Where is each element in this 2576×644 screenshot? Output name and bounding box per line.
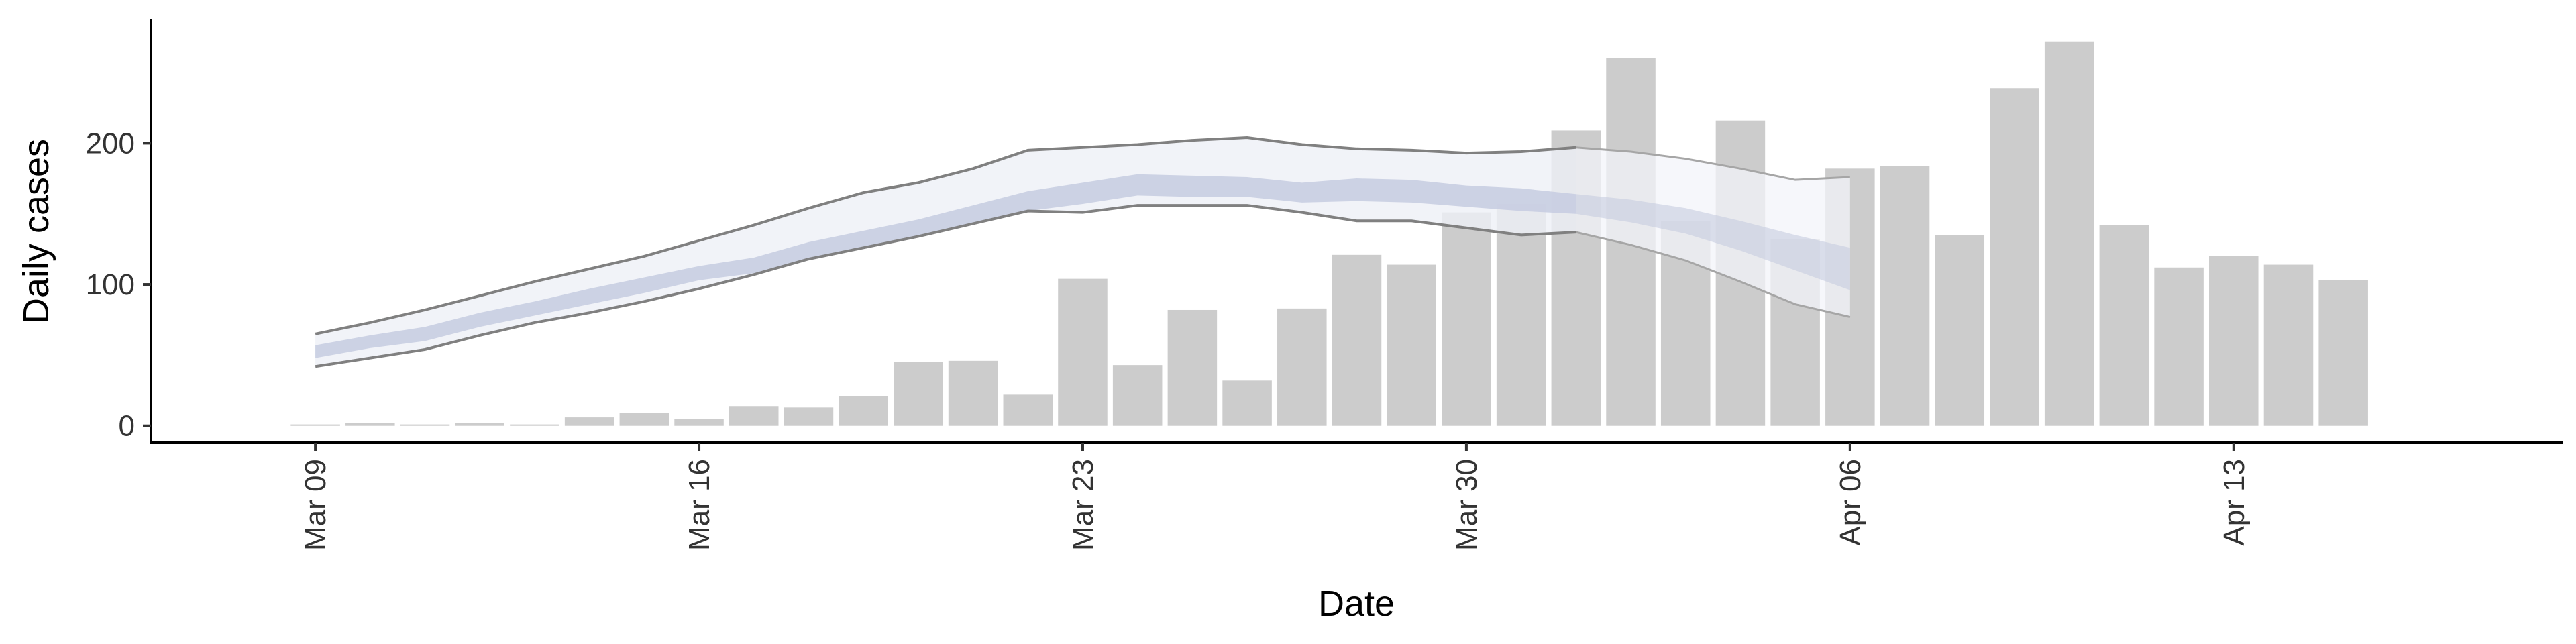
case-bar	[2099, 225, 2149, 426]
case-bar	[1387, 264, 1436, 426]
case-bar	[1935, 235, 1985, 426]
projection-lower-line	[1575, 231, 1851, 318]
x-tick-label: Mar 23	[1067, 459, 1099, 551]
y-tick-label: 200	[86, 127, 135, 160]
estimate-outer-band	[315, 137, 1576, 367]
case-bar	[894, 362, 943, 426]
case-bar	[400, 424, 450, 426]
case-bar	[619, 413, 669, 426]
x-axis-ticks: Mar 09 Mar 16 Mar 23 Mar 30 Apr 06 Apr 13	[299, 443, 2251, 551]
case-bar	[948, 360, 998, 426]
x-tick-label: Apr 13	[2218, 459, 2251, 546]
case-bar	[1058, 278, 1108, 426]
case-bar	[290, 424, 340, 426]
case-bar	[1442, 212, 1491, 426]
case-bar	[1496, 203, 1546, 426]
estimate-bands-layer	[315, 136, 1851, 368]
case-bar	[455, 423, 504, 426]
bars-layer	[290, 41, 2368, 426]
case-bar	[1880, 166, 1930, 426]
case-bar	[1990, 88, 2039, 426]
x-tick-label: Mar 30	[1450, 459, 1483, 551]
x-tick-label: Apr 06	[1834, 459, 1867, 546]
case-bar	[2154, 267, 2204, 426]
case-bar	[2263, 264, 2314, 426]
y-axis-title: Daily cases	[16, 139, 56, 324]
case-bar	[674, 419, 724, 426]
case-bar	[2044, 41, 2094, 426]
y-tick-label: 0	[119, 410, 135, 443]
case-bar	[510, 424, 559, 426]
case-bar	[345, 423, 395, 426]
x-axis-title: Date	[1318, 584, 1395, 624]
x-tick-label: Mar 09	[299, 459, 332, 551]
case-bar	[839, 396, 888, 426]
y-tick-label: 100	[86, 268, 135, 301]
case-bar	[1112, 365, 1163, 426]
case-bar	[1332, 254, 1382, 426]
x-tick-label: Mar 16	[683, 459, 716, 551]
projection-inner-band	[1576, 194, 1850, 290]
case-bar	[2318, 280, 2368, 426]
case-bar	[564, 417, 614, 426]
case-bar	[1003, 394, 1053, 426]
case-bar	[784, 407, 834, 426]
estimate-upper-line	[315, 136, 1576, 335]
case-bar	[2209, 256, 2259, 426]
case-bar	[1277, 308, 1327, 426]
projection-upper-line	[1576, 146, 1850, 181]
case-bar	[729, 406, 779, 426]
case-bar	[1167, 309, 1218, 426]
estimate-inner-band	[315, 174, 1576, 358]
estimate-lower-line	[315, 204, 1576, 368]
y-axis-ticks: 0 100 200	[86, 127, 151, 443]
case-bar	[1222, 380, 1272, 426]
